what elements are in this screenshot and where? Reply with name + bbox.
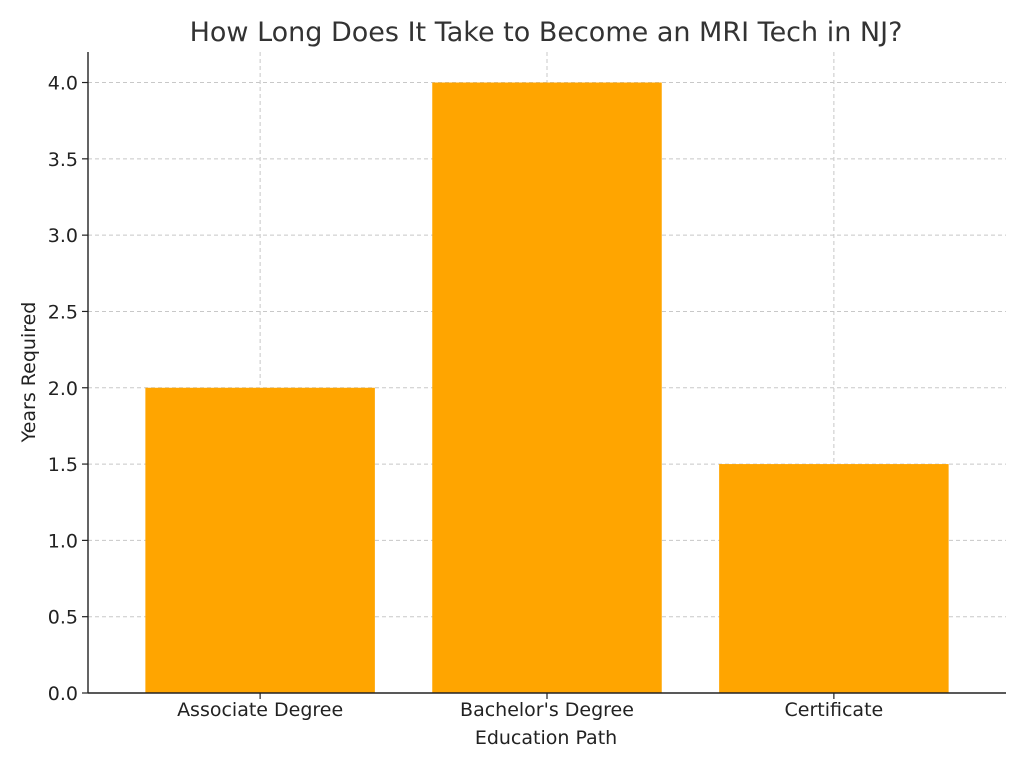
y-tick-label: 3.5 [48, 149, 78, 171]
y-tick-label: 2.0 [48, 378, 78, 400]
bar-associate-degree [145, 387, 375, 693]
bar-certificate [719, 464, 949, 693]
y-tick-label: 4.0 [48, 73, 78, 95]
y-tick-label: 3.0 [48, 225, 78, 247]
x-tick-label: Bachelor's Degree [460, 699, 634, 721]
bar-bachelor-s-degree [432, 82, 662, 694]
chart-title: How Long Does It Take to Become an MRI T… [190, 17, 903, 48]
y-tick-label: 1.0 [48, 530, 78, 552]
tick-layer: 0.0 0.5 1.0 1.5 2.0 2.5 3.0 3.5 4.0 Associate Deg… [48, 73, 883, 721]
y-tick-label: 0.5 [48, 607, 78, 629]
y-tick-label: 1.5 [48, 454, 78, 476]
y-axis-label: Years Required [18, 302, 40, 444]
y-tick-label: 0.0 [48, 683, 78, 705]
x-tick-label: Associate Degree [177, 699, 343, 721]
bar-layer [145, 82, 949, 694]
y-tick-label: 2.5 [48, 301, 78, 323]
x-tick-label: Certificate [785, 699, 884, 721]
x-axis-label: Education Path [475, 727, 617, 749]
